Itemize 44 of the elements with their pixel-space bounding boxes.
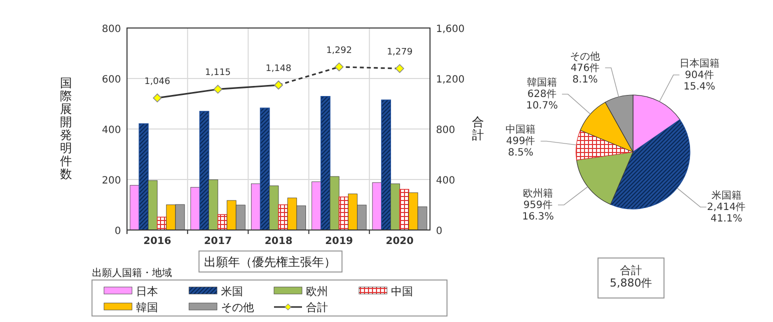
x-tick-label: 2017: [204, 236, 232, 247]
y2-axis-title: 合計: [472, 115, 484, 142]
data-label: 476件 8.1%: [570, 62, 600, 86]
y2-tick-label: 0: [436, 226, 442, 237]
y-tick-label: 0: [114, 226, 121, 237]
data-label: 2,414件 41.1%: [707, 202, 746, 225]
y-tick-label: 600: [102, 74, 121, 86]
y-tick-label: 400: [102, 125, 121, 136]
data-label: 1,148: [266, 64, 292, 74]
y2-tick-label: 1,600: [436, 24, 465, 35]
data-label: 628件 10.7%: [526, 89, 558, 112]
data-label: 1,115: [205, 68, 231, 78]
slice-label: その他: [570, 50, 600, 62]
legend-label: 韓国: [136, 301, 158, 314]
data-label: 499件 8.5%: [506, 136, 536, 159]
legend-label: 日本: [136, 285, 158, 298]
y2-tick-label: 400: [436, 176, 456, 186]
x-tick-label: 2018: [264, 236, 292, 247]
x-axis-title: 出願年（優先権主張年）: [204, 255, 336, 269]
y-tick-label: 200: [102, 176, 121, 186]
y-axis-title: 国際展開発明件数: [60, 76, 72, 181]
slice-label: 中国籍: [506, 124, 536, 136]
slice-label: 日本国籍: [679, 57, 720, 70]
data-label: 959件 16.3%: [522, 200, 554, 222]
x-tick-label: 2019: [325, 236, 354, 247]
y2-tick-label: 800: [436, 125, 456, 136]
legend-label: 米国: [221, 285, 243, 298]
legend-title: 出願人国籍・地域: [92, 267, 172, 279]
slice-label: 米国籍: [711, 190, 742, 202]
legend-label: 欧州: [306, 285, 328, 298]
data-label: 904件 15.4%: [684, 70, 716, 92]
x-tick-label: 2016: [143, 236, 172, 247]
slice-label: 欧州籍: [522, 187, 553, 200]
data-label: 1,292: [326, 46, 352, 56]
legend-label: その他: [221, 301, 254, 314]
data-label: 1,279: [386, 48, 413, 58]
legend-label: 合計: [306, 301, 328, 314]
data-label: 1,046: [144, 76, 170, 87]
legend-label: 中国: [391, 285, 413, 298]
slice-label: 韓国籍: [526, 76, 557, 89]
text: 合計 5,880件: [610, 264, 652, 290]
x-tick-label: 2020: [386, 236, 414, 247]
y2-tick-label: 1,200: [436, 74, 465, 86]
y-tick-label: 800: [102, 24, 121, 35]
